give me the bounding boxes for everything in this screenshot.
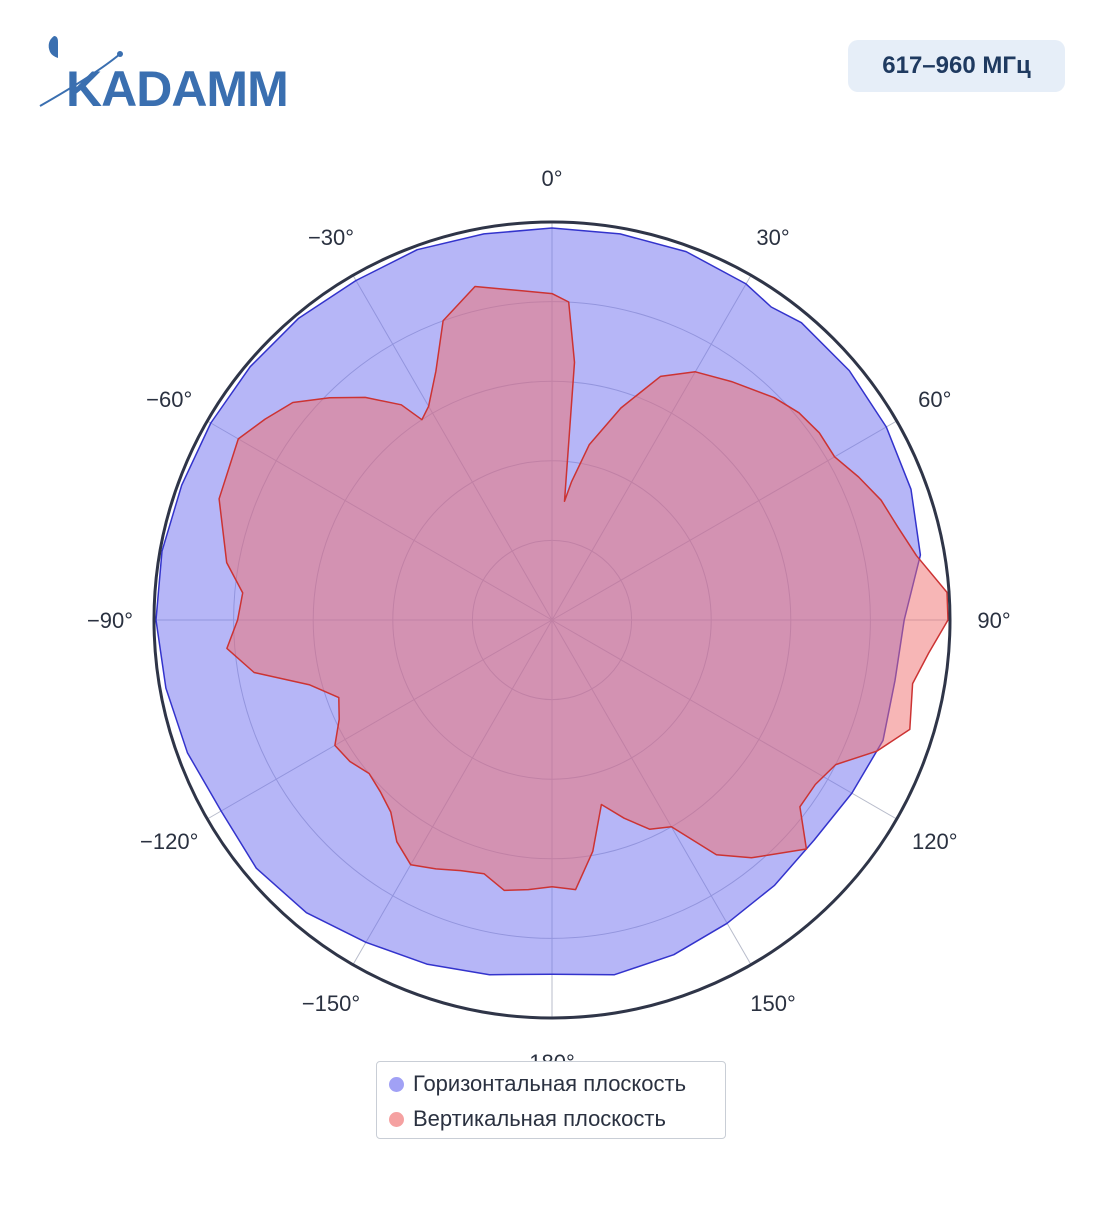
kadamm-logo: KADAMM	[39, 36, 289, 114]
angular-tick-label: 90°	[977, 608, 1010, 633]
angular-tick-label: −30°	[308, 225, 354, 250]
angular-tick-label: 0°	[541, 166, 562, 191]
logo-mark-icon	[48, 36, 58, 58]
legend-item-vertical[interactable]: Вертикальная плоскость	[389, 1105, 666, 1133]
angular-tick-label: −90°	[87, 608, 133, 633]
angular-tick-label: 60°	[918, 387, 951, 412]
angular-tick-label: 30°	[756, 225, 789, 250]
series-vertical-area	[218, 285, 949, 892]
frequency-label: 617–960 МГц	[882, 52, 1031, 79]
polar-axis-ring	[152, 220, 952, 1020]
angular-tick-label: −60°	[146, 387, 192, 412]
logo-wordmark: KADAMM	[66, 61, 288, 114]
legend-label-horizontal: Горизонтальная плоскость	[413, 1071, 687, 1096]
angular-tick-label: −150°	[302, 991, 360, 1016]
frequency-badge: 617–960 МГц	[848, 40, 1065, 92]
angular-tick-label: 120°	[912, 829, 958, 854]
legend-swatch-horizontal	[389, 1076, 404, 1092]
angular-tick-label: 150°	[750, 991, 796, 1016]
chart-legend: Горизонтальная плоскость Вертикальная пл…	[376, 1061, 726, 1139]
legend-swatch-vertical	[389, 1111, 404, 1127]
angular-tick-label: −120°	[140, 829, 198, 854]
legend-item-horizontal[interactable]: Горизонтальная плоскость	[389, 1070, 686, 1098]
legend-label-vertical: Вертикальная плоскость	[413, 1106, 666, 1131]
